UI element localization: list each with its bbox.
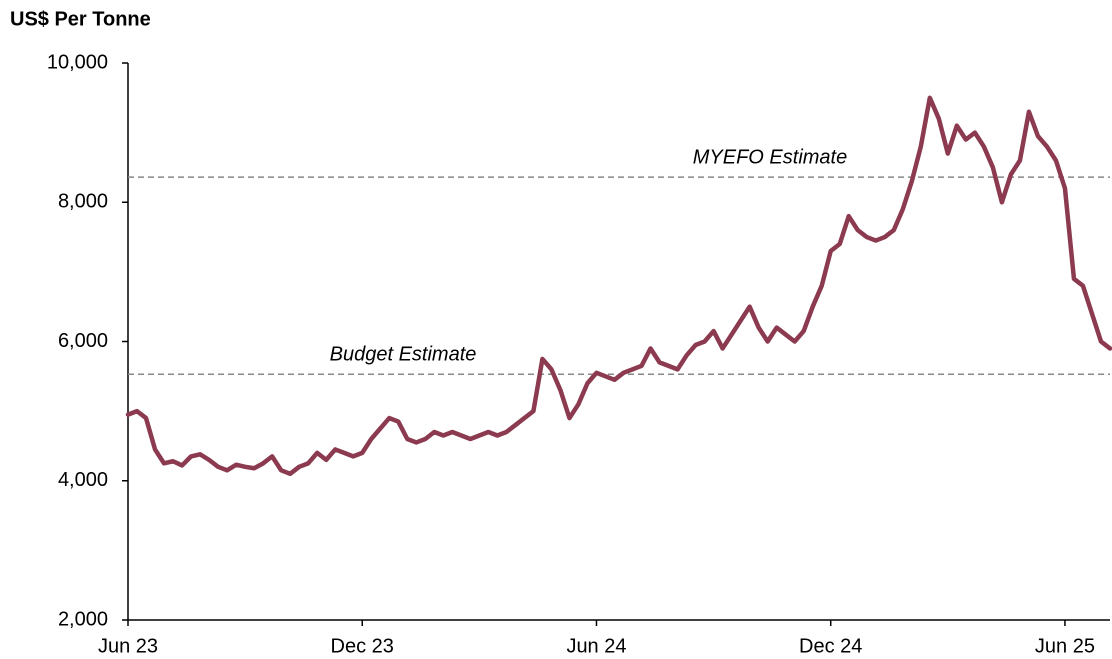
x-tick-label: Jun 25 <box>1035 635 1095 657</box>
x-tick-label: Jun 24 <box>566 635 626 657</box>
y-axis-title: US$ Per Tonne <box>10 8 151 30</box>
reference-label: Budget Estimate <box>330 344 477 366</box>
line-series <box>125 95 1112 477</box>
x-tick-label: Dec 23 <box>331 635 394 657</box>
x-tick-label: Dec 24 <box>799 635 862 657</box>
x-tick-label: Jun 23 <box>98 635 158 657</box>
y-tick-label: 2,000 <box>58 608 108 630</box>
y-tick-label: 4,000 <box>58 469 108 491</box>
reference-label: MYEFO Estimate <box>693 146 847 168</box>
y-tick-label: 10,000 <box>47 51 108 73</box>
y-tick-label: 6,000 <box>58 330 108 352</box>
y-tick-label: 8,000 <box>58 191 108 213</box>
